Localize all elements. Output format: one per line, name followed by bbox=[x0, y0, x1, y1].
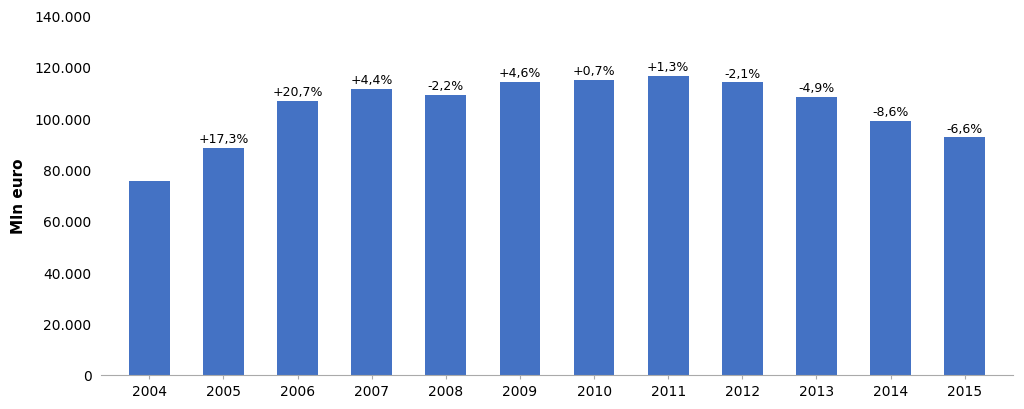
Text: +4,6%: +4,6% bbox=[499, 67, 541, 80]
Bar bbox=[648, 77, 688, 375]
Bar bbox=[722, 83, 763, 375]
Bar bbox=[425, 96, 466, 375]
Text: +0,7%: +0,7% bbox=[572, 65, 615, 78]
Text: -6,6%: -6,6% bbox=[946, 122, 983, 135]
Text: -2,2%: -2,2% bbox=[428, 80, 464, 93]
Text: +4,4%: +4,4% bbox=[350, 74, 393, 87]
Bar bbox=[203, 148, 244, 375]
Bar bbox=[500, 83, 541, 375]
Text: +20,7%: +20,7% bbox=[272, 86, 323, 99]
Bar bbox=[573, 81, 614, 375]
Text: +17,3%: +17,3% bbox=[199, 133, 249, 146]
Text: -4,9%: -4,9% bbox=[799, 82, 835, 95]
Bar bbox=[870, 121, 911, 375]
Bar bbox=[351, 89, 392, 375]
Bar bbox=[129, 182, 170, 375]
Bar bbox=[278, 101, 318, 375]
Text: +1,3%: +1,3% bbox=[647, 61, 689, 74]
Bar bbox=[796, 97, 837, 375]
Text: -8,6%: -8,6% bbox=[872, 106, 908, 119]
Y-axis label: Mln euro: Mln euro bbox=[11, 158, 26, 234]
Text: -2,1%: -2,1% bbox=[724, 67, 761, 81]
Bar bbox=[944, 138, 985, 375]
